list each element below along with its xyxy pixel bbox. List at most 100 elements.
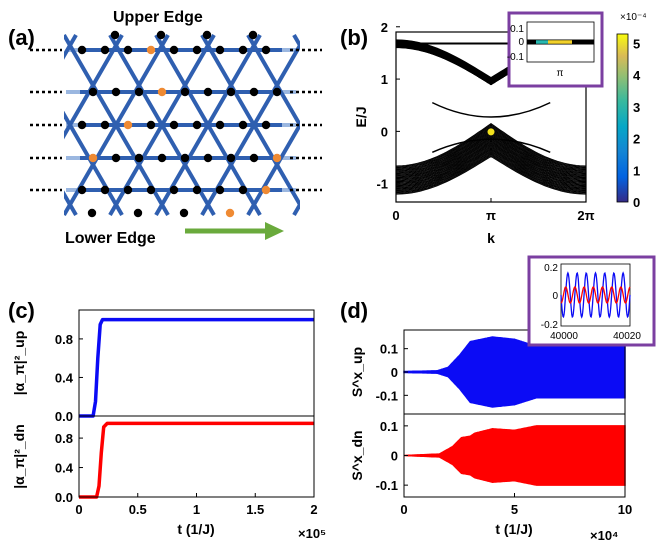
lower-bulk-band: [396, 144, 586, 185]
orange-site: [225, 208, 235, 218]
y-tick-label-dn: 0.0: [55, 490, 73, 505]
black-site: [215, 120, 225, 130]
envelope-up: [403, 336, 626, 408]
x-tick-label: 2π: [577, 208, 594, 223]
black-site: [110, 30, 120, 40]
lower-bulk-band: [396, 140, 586, 182]
lower-bulk-band: [396, 126, 586, 170]
colorbar-tick: 2: [633, 132, 640, 147]
y-tick-label: 0: [381, 124, 388, 139]
lower-bulk-band: [396, 147, 586, 188]
axes-frame-up: [78, 309, 315, 417]
orange-site: [146, 45, 156, 55]
diagonal-bond-down: [64, 110, 124, 217]
diagonal-bond-up: [0, 35, 30, 215]
panel-b-label: (b): [340, 25, 368, 50]
black-site: [157, 153, 167, 163]
colorbar-bar: [616, 33, 629, 203]
envelope-dn: [404, 425, 626, 486]
diagonal-bond-down: [200, 33, 300, 209]
y-tick-label-dn: 0.1: [380, 419, 398, 434]
inset-x-tick: π: [557, 68, 564, 79]
black-site: [77, 45, 87, 55]
black-site: [202, 30, 212, 40]
inset-y-tick: -0.2: [541, 320, 559, 331]
black-site: [248, 30, 258, 40]
panel-d-plot: 0.10-0.1S^x_up0.10-0.1S^x_dn0 5 10t (1/J) ×…: [349, 255, 656, 543]
highlight-point: [487, 128, 495, 136]
inset-y-tick: 0: [518, 37, 524, 48]
black-site: [87, 208, 97, 218]
black-site: [169, 185, 179, 195]
curve-up: [79, 317, 314, 418]
black-site: [272, 87, 282, 97]
y-tick-label: -1: [376, 177, 388, 192]
black-site: [100, 185, 110, 195]
lower-bulk-band: [396, 145, 586, 186]
lower-bulk-band: [396, 148, 586, 189]
lower-bulk-band: [396, 142, 586, 184]
y-tick-label-dn: -0.1: [376, 478, 398, 493]
diagonal-bond-down: [246, 33, 300, 129]
lower-bulk-band: [396, 136, 586, 178]
x-exponent: ×10⁵: [298, 526, 326, 541]
black-site: [133, 208, 143, 218]
black-site: [77, 185, 87, 195]
diagonal-bond-down: [108, 33, 216, 217]
lower-bulk-band: [396, 149, 586, 189]
inset-x-tick: 40020: [613, 331, 641, 342]
colorbar-tick: 3: [633, 100, 640, 115]
x-axis-label: t (1/J): [495, 521, 532, 537]
x-tick-label: 1.5: [246, 502, 264, 517]
colorbar-tick: 1: [633, 163, 640, 178]
y-tick-label-dn: 0.4: [55, 461, 74, 476]
inset-y-tick: 0.1: [510, 24, 524, 35]
colorbar: 0 1 2 3 4 5 ×10⁻⁴: [616, 12, 647, 210]
inset-curve-up: [560, 271, 631, 319]
x-tick-label: 5: [511, 502, 518, 517]
edge-state: [431, 101, 551, 118]
inset-y-tick: 0.2: [544, 263, 558, 274]
black-site: [249, 153, 259, 163]
y-tick-label-up: 0.1: [380, 342, 398, 357]
black-site: [261, 45, 271, 55]
lower-bulk-band: [396, 125, 586, 169]
lower-bulk-band: [396, 155, 586, 194]
lattice-dots-left: [30, 48, 322, 192]
lower-bulk-band: [396, 155, 586, 195]
diagonal-bond-down: [154, 33, 262, 217]
black-site: [192, 120, 202, 130]
black-site: [215, 45, 225, 55]
black-site: [146, 120, 156, 130]
lower-bulk-band: [396, 150, 586, 190]
lower-bulk-band: [396, 154, 586, 193]
colorbar-tick: 5: [633, 37, 640, 52]
black-site: [134, 153, 144, 163]
orange-site: [272, 153, 282, 163]
curve-dn: [79, 421, 314, 499]
black-site: [261, 120, 271, 130]
black-site: [111, 87, 121, 97]
y-axis-label-dn: S^x_dn: [349, 430, 365, 480]
black-site: [179, 208, 189, 218]
black-site: [226, 153, 236, 163]
x-tick-label: 0: [392, 208, 399, 223]
upper-edge-label: Upper Edge: [113, 9, 203, 26]
y-tick-label-dn: 0.8: [55, 431, 73, 446]
black-site: [169, 120, 179, 130]
inset-curve-dn: [560, 286, 631, 304]
black-site: [134, 87, 144, 97]
panel-d-label: (d): [340, 298, 368, 323]
y-tick-label-up: 0.4: [55, 370, 74, 385]
black-site: [192, 185, 202, 195]
diagonal-bond-down: [64, 33, 170, 217]
black-site: [180, 153, 190, 163]
green-arrow-head: [265, 222, 284, 240]
lower-bulk-band: [396, 152, 586, 192]
orange-site: [123, 120, 133, 130]
lower-bulk-band: [396, 123, 586, 168]
y-tick-label-up: -0.1: [376, 388, 398, 403]
x-axis-label: k: [487, 230, 495, 246]
y-tick-label: 1: [381, 72, 388, 87]
black-site: [203, 87, 213, 97]
